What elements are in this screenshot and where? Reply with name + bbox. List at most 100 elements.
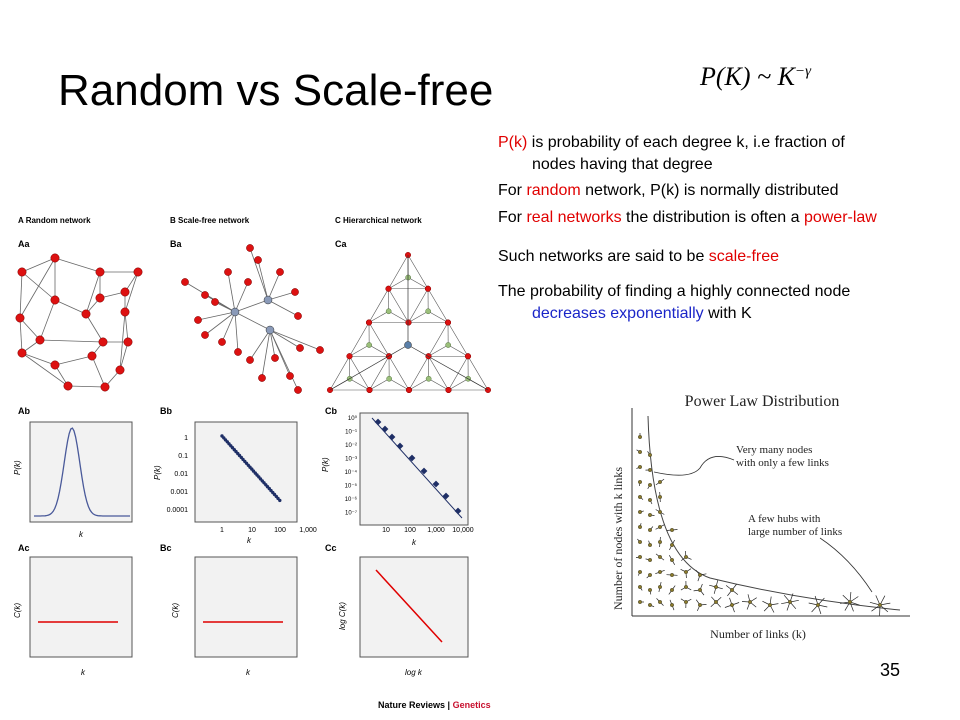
bullet-3: For real networks the distribution is of… (498, 207, 877, 229)
random-network-edge (124, 271, 139, 313)
note-hubs-line2: large number of links (748, 526, 842, 538)
scale-free-node (246, 244, 254, 252)
power-law-node (767, 602, 772, 607)
random-network-node (17, 267, 27, 277)
panel-ca-label: Ca (335, 239, 347, 249)
random-network-edge (124, 311, 129, 343)
random-network-edge (54, 299, 87, 315)
panel-bb-ytick: 0.1 (178, 453, 188, 460)
bullet-3-term2: power-law (803, 209, 877, 226)
panel-bc-label: Bc (160, 543, 172, 553)
scale-free-node (276, 268, 284, 276)
panel-bc-xlabel: k (246, 668, 251, 677)
panel-bb-ytick: 0.01 (174, 471, 188, 478)
scale-free-edge (234, 311, 239, 353)
hierarchical-edge (428, 378, 449, 391)
power-law-node (683, 599, 688, 604)
scale-free-edge (267, 271, 281, 301)
scale-free-edge (234, 281, 249, 313)
random-network-edge (19, 271, 23, 319)
panel-cb-point (388, 433, 396, 441)
power-law-node (729, 602, 734, 607)
normal-distribution-curve (34, 427, 130, 517)
bullet-3-pre: For (498, 209, 527, 226)
scale-free-edge (267, 291, 296, 301)
random-network-node (35, 335, 45, 345)
power-law-node (683, 584, 688, 589)
random-network-node (123, 337, 133, 347)
panel-bb-label: Bb (160, 406, 172, 416)
hierarchical-edge (368, 310, 389, 323)
scale-free-node (294, 312, 302, 320)
panel-cb-plot: 10⁰ 10⁻¹ 10⁻² 10⁻³ 10⁻⁴ 10⁻⁵ 10⁻⁶ 10⁻⁷ 10 100 1… (321, 412, 474, 547)
scale-free-node (286, 372, 294, 380)
power-law-node (648, 527, 653, 532)
power-law-node (658, 569, 663, 574)
credit-journal: Nature Reviews | (378, 700, 453, 710)
hierarchical-node (346, 353, 353, 360)
scale-free-network-graph (181, 244, 324, 394)
power-law-node (648, 557, 653, 562)
panel-bb-xtick: 100 (274, 527, 286, 534)
panel-cb-ytick: 10⁻⁶ (345, 496, 358, 503)
panel-cb-points (374, 418, 462, 515)
random-network-edge (21, 352, 69, 387)
power-law-node (638, 435, 643, 440)
panel-cb-ytick: 10⁻³ (345, 457, 357, 463)
scale-free-edge (197, 311, 236, 321)
hierarchical-node (366, 319, 373, 326)
scale-free-node (291, 288, 299, 296)
bullet-5-post: with K (703, 305, 752, 322)
random-network-node (120, 307, 130, 317)
power-law-node (669, 557, 674, 562)
power-law-node (815, 602, 820, 607)
random-network-node (115, 365, 125, 375)
hierarchical-hub (404, 341, 412, 349)
hierarchical-center-node (445, 342, 451, 348)
hierarchical-edge (408, 310, 429, 323)
random-network-edge (19, 317, 41, 341)
random-network-edge (39, 339, 104, 343)
panel-ab-label: Ab (18, 406, 30, 416)
random-network-node (15, 313, 25, 323)
random-network-node (50, 295, 60, 305)
scale-free-edge (261, 329, 271, 379)
random-network-node (87, 351, 97, 361)
power-law-node (648, 587, 653, 592)
power-law-xlabel: Number of links (k) (710, 627, 806, 641)
hierarchical-edge (467, 356, 489, 391)
hierarchical-center-node (366, 342, 372, 348)
random-network-node (17, 348, 27, 358)
power-law-node (648, 467, 653, 472)
hierarchical-center-node (425, 308, 431, 315)
hierarchical-edge (428, 344, 449, 357)
power-law-node (697, 602, 702, 607)
panel-bb-ytick: 0.001 (170, 489, 188, 496)
panel-cb-point (420, 467, 428, 475)
random-network-node (95, 293, 105, 303)
bullet-5-term: decreases exponentially (532, 305, 704, 322)
hierarchical-edge (349, 378, 370, 391)
scale-free-edge (234, 311, 271, 331)
scale-free-node (246, 356, 254, 364)
panel-cb-label: Cb (325, 406, 337, 416)
panel-ac-xlabel: k (81, 668, 86, 677)
panel-bc-plot: C(k) k (171, 556, 298, 677)
panel-bb-frame (194, 421, 298, 523)
bullet-2-term: random (526, 182, 581, 199)
network-comparison-figure: A Random network B Scale-free network C … (13, 216, 492, 677)
scale-free-node (194, 316, 202, 324)
power-law-node (658, 524, 663, 529)
power-law-node (638, 464, 643, 469)
power-law-node (638, 539, 643, 544)
panel-cb-point (396, 442, 404, 450)
note-few-links-arrow (653, 456, 735, 476)
hierarchical-node (406, 386, 413, 393)
bullet-2-post: network, P(k) is normally distributed (580, 182, 839, 199)
panel-cc-xlabel: log k (405, 668, 423, 677)
power-law-node (638, 524, 643, 529)
panel-bb-xtick: 10 (248, 527, 256, 534)
power-law-node (669, 587, 674, 592)
power-law-node (713, 584, 718, 589)
panel-bb-points (220, 434, 282, 503)
